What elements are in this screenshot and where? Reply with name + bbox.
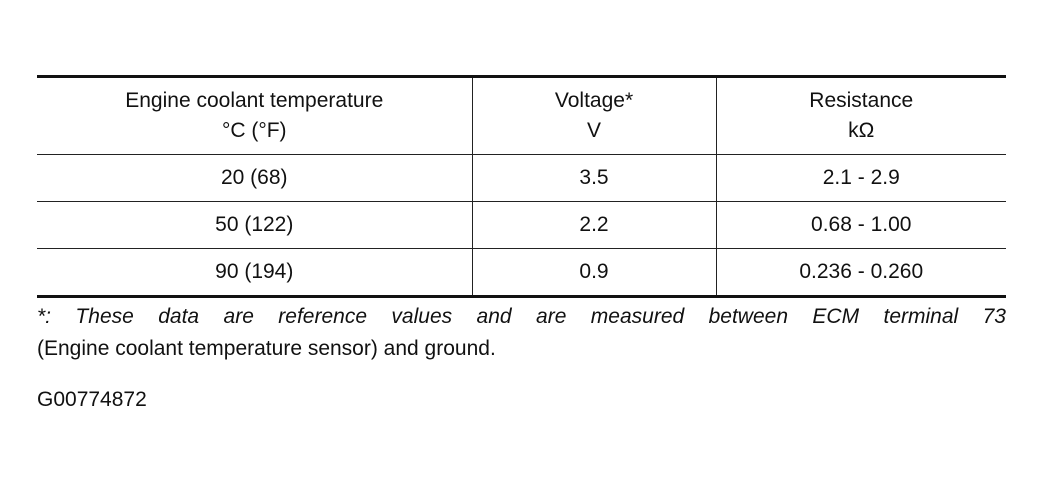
table-cell: 0.236 - 0.260 [715,248,1006,297]
header-text: Engine coolant temperature [125,89,384,112]
header-unit: kΩ [848,119,875,142]
footnote: (Engine coolant temperature sensor) and … [37,337,496,360]
table-cell: 0.9 [471,248,716,297]
table-cell: 2.1 - 2.9 [715,154,1006,202]
table-cell: 2.2 [471,201,716,249]
header-cell: Voltage* V [471,76,716,155]
table-cell: 90 (194) [215,260,294,283]
footnote: *: These data are reference values and a… [37,305,1006,328]
table-cell: 3.5 [471,154,716,202]
table-row: 50 (122) 2.2 0.68 - 1.00 [37,201,1006,249]
header-cell: Resistance kΩ [715,76,1006,155]
header-row: Engine coolant temperature °C (°F) Voltag… [37,76,1006,155]
header-text: Resistance [809,89,914,112]
table-row: 20 (68) 3.5 2.1 - 2.9 [37,154,1006,202]
header-unit: V [586,119,601,142]
table-row: 90 (194) 0.9 0.236 - 0.260 [37,248,1006,297]
table-body: 20 (68) 3.5 2.1 - 2.9 50 (122) 2.2 0.68 - 1.0… [37,154,1006,297]
data-table: Engine coolant temperature °C (°F) Voltag… [37,75,1006,298]
header-unit: °C (°F) [221,119,287,142]
table-cell: 50 (122) [37,201,472,249]
header-cell: Engine coolant temperature °C (°F) [37,76,472,155]
table-cell: 0.68 - 1.00 [715,201,1006,249]
header-text: Voltage* [554,89,634,112]
figure-code: G00774872 [37,388,147,411]
table-cell: 20 (68) [37,154,472,202]
